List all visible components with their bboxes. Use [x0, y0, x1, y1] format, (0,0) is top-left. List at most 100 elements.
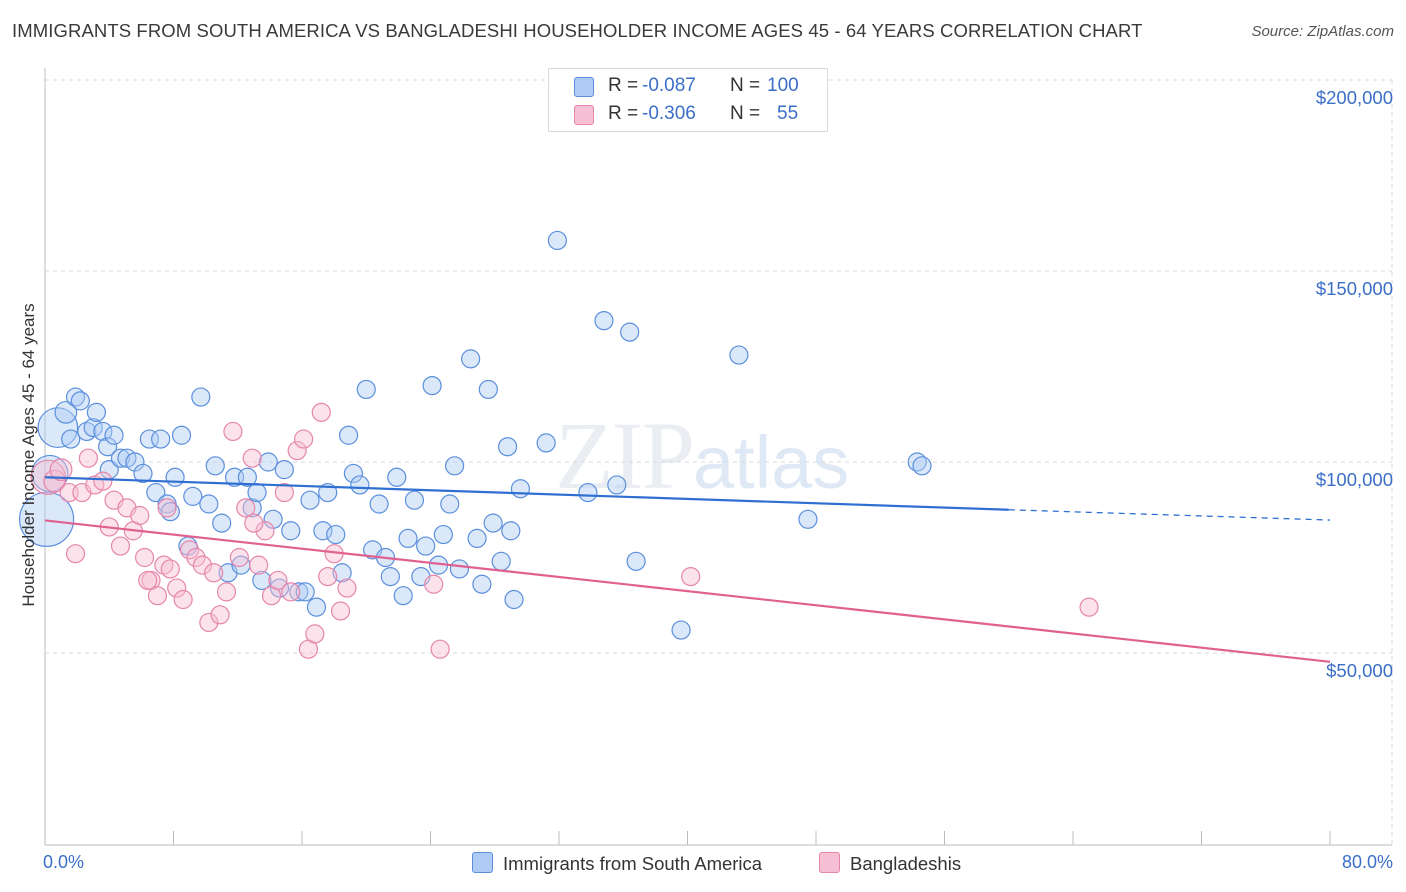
- pink-point-2: [49, 458, 73, 482]
- blue-point-39: [263, 509, 283, 529]
- blue-point-20: [151, 429, 171, 449]
- blue-point-29: [205, 456, 225, 476]
- legend-r-label: R =: [608, 75, 639, 96]
- pink-point-52: [138, 570, 158, 591]
- blue-trend-extension: [1008, 509, 1331, 521]
- blue-point-12: [104, 425, 124, 445]
- blue-point-46: [306, 597, 327, 617]
- legend-r-value-blue: -0.087: [642, 75, 696, 96]
- blue-point-74: [478, 379, 498, 400]
- y-tick-label-50000: $50,000: [1326, 660, 1393, 681]
- blue-point-14: [110, 448, 131, 468]
- pink-point-51: [1079, 597, 1099, 617]
- pink-trend-line: [44, 519, 1331, 663]
- blue-point-45: [300, 490, 320, 510]
- blue-point-52: [343, 463, 363, 484]
- chart-title: IMMIGRANTS FROM SOUTH AMERICA VS BANGLAD…: [12, 20, 1143, 41]
- bottom-legend-label-pink: Bangladeshis: [850, 853, 962, 874]
- pink-point-6: [78, 448, 98, 468]
- pink-point-42: [305, 624, 325, 644]
- blue-point-27: [191, 387, 211, 407]
- blue-point-79: [510, 479, 531, 499]
- blue-point-92: [912, 456, 932, 476]
- blue-point-40: [269, 578, 290, 598]
- blue-point-83: [578, 482, 598, 503]
- pink-point-21: [173, 589, 193, 610]
- legend-swatch-blue: [574, 77, 594, 97]
- bottom-legend-swatch-blue: [472, 852, 493, 873]
- blue-point-9: [86, 402, 107, 422]
- blue-point-78: [504, 589, 524, 610]
- pink-point-37: [274, 482, 294, 503]
- blue-point-51: [338, 425, 359, 445]
- blue-point-6: [70, 391, 90, 411]
- blue-point-54: [356, 379, 376, 400]
- blue-point-85: [607, 475, 627, 495]
- pink-point-27: [210, 605, 230, 625]
- blue-point-49: [326, 524, 346, 545]
- blue-point-86: [620, 322, 640, 342]
- pink-point-24: [192, 555, 213, 575]
- legend-n-label: N =: [730, 103, 761, 124]
- blue-point-47: [313, 521, 333, 541]
- pink-point-36: [268, 570, 288, 591]
- source-note: Source: ZipAtlas.com: [1251, 23, 1394, 40]
- blue-point-28: [199, 494, 219, 514]
- pink-point-39: [287, 440, 307, 461]
- blue-point-68: [440, 494, 460, 514]
- x-tick-label-max: 80.0%: [1341, 852, 1393, 872]
- pink-point-15: [134, 547, 155, 568]
- pink-point-31: [236, 498, 256, 518]
- blue-point-23: [165, 467, 185, 487]
- blue-point-87: [626, 551, 646, 571]
- y-axis-label: Householder Income Ages 45 - 64 years: [19, 303, 38, 607]
- pink-point-30: [229, 547, 249, 568]
- blue-point-37: [252, 570, 272, 591]
- blue-point-61: [398, 528, 418, 549]
- pink-point-46: [330, 601, 351, 621]
- blue-point-64: [416, 536, 436, 556]
- pink-point-49: [430, 639, 450, 659]
- blue-point-38: [258, 452, 278, 472]
- pink-point-48: [424, 574, 444, 594]
- blue-point-3: [54, 400, 78, 424]
- blue-point-77: [498, 437, 518, 457]
- legend-row-pink: R = -0.306 N = 55: [549, 100, 827, 128]
- pink-point-22: [179, 540, 200, 560]
- pink-point-17: [147, 586, 168, 606]
- pink-point-23: [186, 547, 206, 568]
- blue-point-84: [594, 311, 614, 331]
- blue-point-4: [61, 429, 81, 449]
- pink-point-34: [255, 521, 275, 541]
- blue-point-11: [98, 437, 118, 457]
- blue-point-60: [393, 586, 413, 606]
- blue-point-76: [491, 551, 511, 571]
- blue-point-80: [501, 521, 521, 541]
- pink-point-53: [157, 498, 177, 518]
- blue-point-81: [536, 433, 556, 453]
- legend-r-value-pink: -0.306: [642, 103, 696, 124]
- bottom-legend-swatch-pink: [819, 852, 840, 873]
- pink-point-40: [294, 429, 314, 449]
- blue-point-82: [547, 230, 567, 251]
- blue-point-70: [449, 559, 470, 579]
- blue-point-19: [146, 482, 166, 503]
- blue-point-36: [247, 482, 267, 503]
- pink-point-54: [244, 513, 264, 533]
- blue-point-75: [483, 513, 503, 533]
- legend-swatch-pink: [574, 105, 594, 125]
- legend-n-label: N =: [730, 75, 761, 96]
- blue-point-44: [295, 582, 315, 602]
- pink-point-1: [43, 469, 67, 493]
- pink-point-50: [681, 566, 701, 587]
- pink-point-43: [311, 402, 331, 422]
- blue-point-71: [461, 349, 481, 369]
- blue-point-56: [369, 494, 389, 514]
- blue-point-10: [93, 421, 113, 442]
- pink-point-33: [249, 555, 269, 575]
- pink-point-19: [160, 559, 180, 579]
- pink-point-29: [223, 421, 243, 442]
- y-tick-label-150000: $150,000: [1315, 278, 1393, 299]
- blue-point-69: [444, 456, 465, 476]
